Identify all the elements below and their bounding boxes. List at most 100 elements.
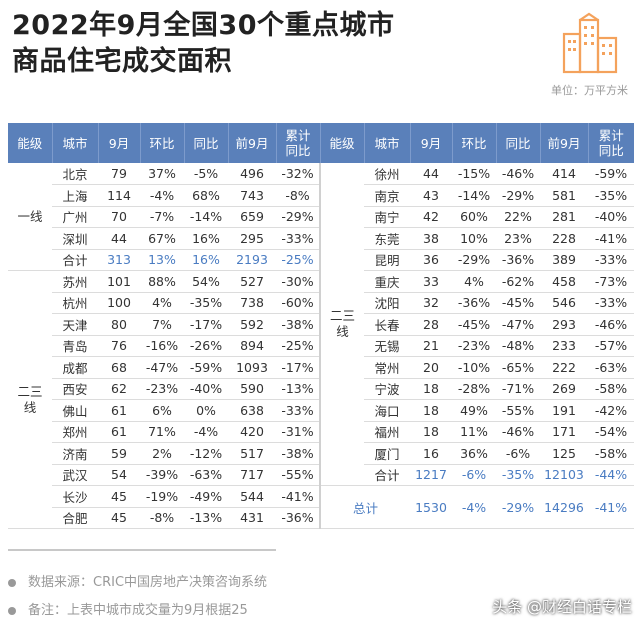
cell-cumulative-yoy: -25%: [276, 249, 320, 271]
cell-yoy: -45%: [496, 292, 540, 314]
cell-cumulative-yoy: -44%: [588, 464, 634, 486]
empty-cell: [98, 528, 140, 551]
cell-september: 42: [410, 206, 452, 228]
cell-first-nine-months: 295: [228, 227, 276, 250]
cell-city: 福州: [364, 421, 410, 443]
cell-city: 厦门: [364, 442, 410, 465]
header-mom: 环比: [140, 123, 185, 163]
cell-cumulative-yoy: -60%: [276, 292, 320, 314]
source-text: 数据来源：CRIC中国房地产决策咨询系统: [28, 575, 268, 590]
header-city: 城市: [52, 123, 99, 163]
title-line-2: 商品住宅成交面积: [12, 46, 232, 77]
cell-yoy: -49%: [184, 485, 228, 508]
cell-cumulative-yoy: -30%: [276, 270, 320, 293]
cell-mom: 67%: [140, 227, 184, 250]
empty-cell: [184, 528, 228, 551]
cell-first-nine-months: 233: [540, 335, 588, 357]
unit-label: 单位：万平方米: [551, 84, 628, 97]
cell-yoy: 16%: [184, 227, 228, 250]
grand-total-label: 总计: [319, 485, 410, 529]
table-row: 合计 313 13% 16% 2193 -25% 昆明 36 -29% -36% 389 -33%: [8, 249, 634, 271]
cell-city: 长春: [364, 313, 410, 336]
cell-mom: -23%: [140, 378, 184, 400]
cell-city: 南京: [364, 184, 410, 207]
table-row: 一线 北京 79 37% -5% 496 -32% 二三线徐州 44 -15% -46% 414 -59…: [8, 163, 634, 486]
cell-first-nine-months: 293: [540, 313, 588, 336]
cell-mom: -16%: [140, 335, 184, 357]
grand-total-cumulative-yoy: -41%: [588, 485, 634, 529]
cell-first-nine-months: 592: [228, 313, 276, 336]
cell-cumulative-yoy: -38%: [276, 442, 320, 465]
cell-city: 青岛: [52, 335, 98, 357]
cell-yoy: 0%: [184, 399, 228, 422]
cell-september: 32: [410, 292, 452, 314]
empty-cell: [140, 528, 184, 551]
footer-source: 数据来源：CRIC中国房地产决策咨询系统: [8, 571, 267, 590]
cell-city: 广州: [52, 206, 98, 228]
footer-note: 备注：上表中城市成交量为9月根据25: [8, 599, 248, 618]
cell-yoy: 22%: [496, 206, 540, 228]
header-level: 能级: [320, 123, 365, 163]
grand-total-mom: -4%: [452, 485, 496, 529]
cell-yoy: -40%: [184, 378, 228, 400]
cell-cumulative-yoy: -73%: [588, 270, 634, 293]
cell-city: 徐州: [364, 163, 410, 185]
page-title: 2022年9月全国30个重点城市 商品住宅成交面积: [12, 8, 395, 80]
cell-first-nine-months: 222: [540, 356, 588, 379]
cell-mom: -19%: [140, 485, 184, 508]
cell-city: 东莞: [364, 227, 410, 250]
cell-september: 43: [410, 184, 452, 207]
table-row: 成都 68 -47% -59% 1093 -17% 常州 20 -10% -65% 222 -63%: [8, 356, 634, 379]
table-header-row: 能级 城市 9月 环比 同比 前9月 累计 同比 能级 城市 9月 环比 同比 前…: [8, 123, 634, 163]
cell-cumulative-yoy: -41%: [588, 227, 634, 250]
cell-cumulative-yoy: -42%: [588, 399, 634, 422]
cell-mom: -4%: [140, 184, 184, 207]
cell-mom: -23%: [452, 335, 496, 357]
cell-yoy: -35%: [184, 292, 228, 314]
cell-yoy: -17%: [184, 313, 228, 336]
cell-september: 54: [98, 464, 140, 486]
cell-mom: -14%: [452, 184, 496, 207]
cell-first-nine-months: 171: [540, 421, 588, 443]
cell-first-nine-months: 431: [228, 507, 276, 529]
cell-september: 33: [410, 270, 452, 293]
table-row: 长沙 45 -19% -49% 544 -41% 总计 1530 -4% -29% 14296 -41…: [8, 485, 634, 529]
cell-mom: 36%: [452, 442, 496, 465]
cell-cumulative-yoy: -33%: [276, 399, 320, 422]
header-level: 能级: [8, 123, 53, 163]
cell-yoy: -55%: [496, 399, 540, 422]
cell-mom: -47%: [140, 356, 184, 379]
cell-first-nine-months: 2193: [228, 249, 276, 271]
cell-cumulative-yoy: -40%: [588, 206, 634, 228]
cell-cumulative-yoy: -17%: [276, 356, 320, 379]
header-first-nine-months: 前9月: [540, 123, 589, 163]
cell-yoy: -59%: [184, 356, 228, 379]
cell-city: 宁波: [364, 378, 410, 400]
cell-city: 佛山: [52, 399, 98, 422]
table-row: 西安 62 -23% -40% 590 -13% 宁波 18 -28% -71% 269 -58%: [8, 378, 634, 400]
cell-september: 114: [98, 184, 140, 207]
cell-city: 深圳: [52, 227, 98, 250]
cell-first-nine-months: 496: [228, 163, 276, 185]
cell-yoy: -65%: [496, 356, 540, 379]
cell-cumulative-yoy: -59%: [588, 163, 634, 185]
table-row: 武汉 54 -39% -63% 717 -55% 合计 1217 -6% -35% 12103 -44…: [8, 464, 634, 486]
cell-first-nine-months: 581: [540, 184, 588, 207]
cell-mom: -6%: [452, 464, 496, 486]
header-cumulative-yoy: 累计 同比: [588, 123, 634, 163]
cell-september: 18: [410, 421, 452, 443]
cell-first-nine-months: 638: [228, 399, 276, 422]
cell-cumulative-yoy: -41%: [276, 485, 320, 508]
cell-yoy: 68%: [184, 184, 228, 207]
cell-yoy: -46%: [496, 163, 540, 185]
cell-yoy: -29%: [496, 184, 540, 207]
cell-yoy: -5%: [184, 163, 228, 185]
cell-cumulative-yoy: -38%: [276, 313, 320, 336]
cell-city: 西安: [52, 378, 98, 400]
cell-mom: -28%: [452, 378, 496, 400]
cell-first-nine-months: 458: [540, 270, 588, 293]
cell-cumulative-yoy: -35%: [588, 184, 634, 207]
cell-mom: 6%: [140, 399, 184, 422]
cell-city: 成都: [52, 356, 98, 379]
cell-first-nine-months: 389: [540, 249, 588, 271]
